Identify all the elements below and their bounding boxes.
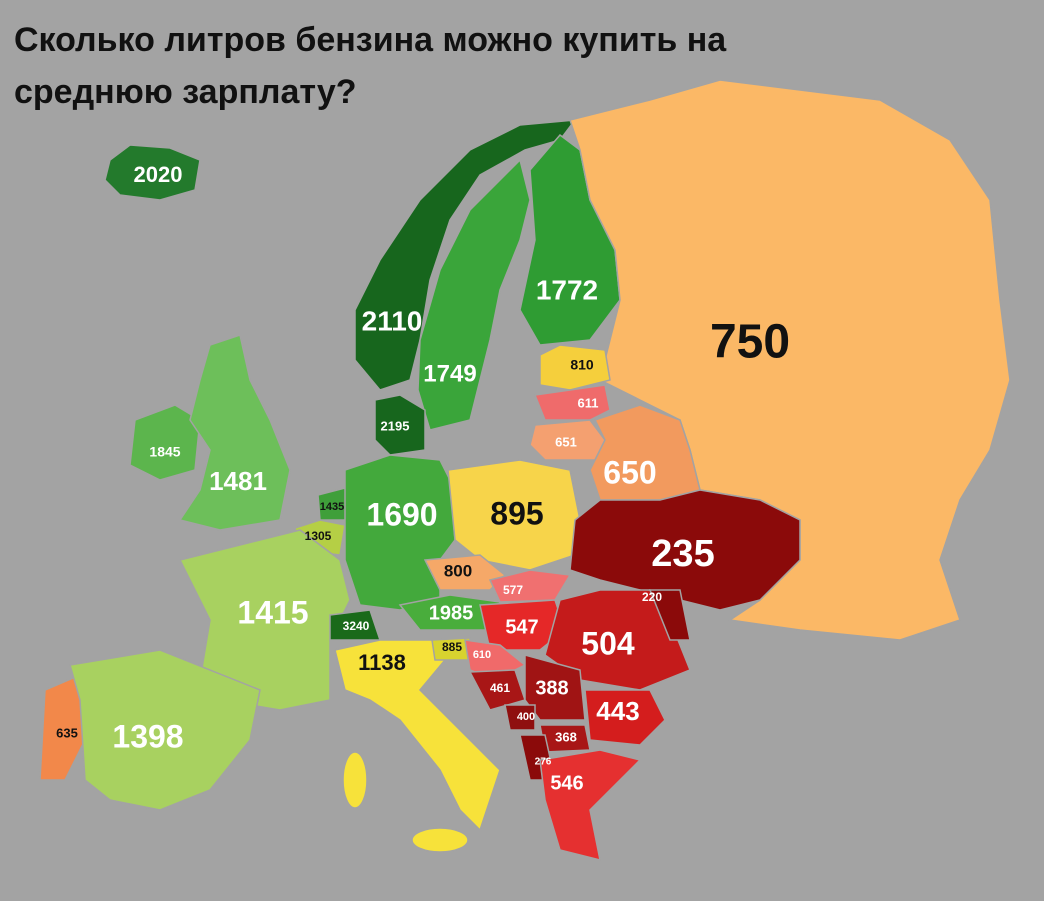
region <box>411 827 469 853</box>
region-label: 1398 <box>112 718 183 754</box>
title-line: Сколько литров бензина можно купить на <box>14 21 727 59</box>
region-label: 461 <box>490 681 510 695</box>
region <box>539 344 611 391</box>
region <box>417 158 531 431</box>
region-label: 546 <box>550 772 583 794</box>
region <box>504 704 536 731</box>
region-label: 800 <box>444 561 472 580</box>
region-label: 400 <box>517 711 535 723</box>
region-label: 504 <box>581 625 635 661</box>
region-label: 750 <box>710 316 790 369</box>
region <box>488 569 572 603</box>
region-label: 368 <box>555 729 577 744</box>
region <box>569 489 801 611</box>
region-label: 276 <box>535 757 552 768</box>
region-label: 2195 <box>381 418 410 433</box>
region-label: 3240 <box>343 619 370 633</box>
region <box>69 649 261 811</box>
region-label: 1435 <box>320 501 344 513</box>
region-label: 1845 <box>149 444 180 460</box>
region-label: 611 <box>578 395 599 410</box>
region-label: 2110 <box>362 305 423 336</box>
region <box>648 589 691 641</box>
region <box>178 334 291 531</box>
region-label: 1415 <box>237 594 308 630</box>
region-label: 885 <box>442 640 462 654</box>
region-label: 443 <box>596 696 639 726</box>
region-label: 651 <box>555 434 577 449</box>
region <box>342 751 368 809</box>
title-line: среднюю зарплату? <box>14 73 357 111</box>
region-label: 810 <box>570 357 594 373</box>
region-label: 577 <box>503 583 523 597</box>
region <box>374 394 426 456</box>
region-label: 895 <box>490 495 543 531</box>
region-label: 1749 <box>423 360 476 387</box>
region <box>104 144 201 201</box>
region-label: 2020 <box>134 162 183 187</box>
region <box>524 654 586 721</box>
region <box>584 689 666 746</box>
region-label: 220 <box>642 590 662 604</box>
region-label: 1985 <box>429 602 474 624</box>
region-label: 388 <box>535 677 568 699</box>
region-label: 650 <box>603 454 656 490</box>
region <box>533 384 611 421</box>
region <box>569 79 1011 641</box>
region-label: 1305 <box>305 529 332 543</box>
region <box>539 749 642 862</box>
region-label: 1481 <box>209 466 267 496</box>
region-label: 1690 <box>366 496 437 532</box>
title: Сколько литров бензина можно купить на с… <box>14 14 726 118</box>
region-label: 1772 <box>536 274 598 305</box>
region-label: 1138 <box>358 650 406 675</box>
region-label: 635 <box>56 725 78 740</box>
region-label: 547 <box>505 616 538 638</box>
region <box>129 404 201 481</box>
region-label: 610 <box>473 649 491 661</box>
region-label: 235 <box>651 533 714 575</box>
region <box>354 119 577 391</box>
